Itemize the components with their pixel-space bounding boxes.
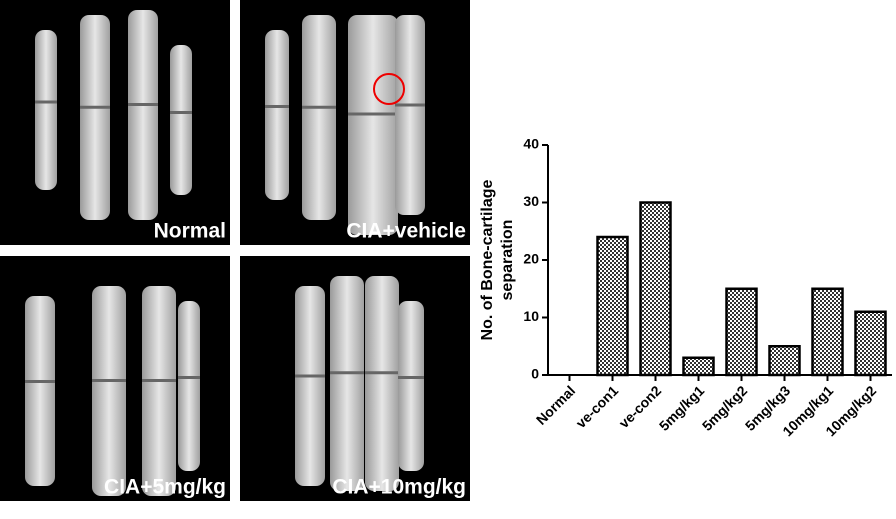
- y-tick-label: 0: [531, 366, 539, 382]
- bone: [178, 301, 200, 471]
- image-panel: [0, 0, 230, 245]
- bone: [395, 15, 425, 215]
- bone: [92, 286, 126, 496]
- bone: [265, 30, 289, 200]
- image-panels: Normal CIA+vehicle CIA+5mg/kg CIA+10mg/kg: [0, 0, 470, 501]
- bone: [25, 296, 55, 486]
- bar: [682, 356, 715, 377]
- panel-label: CIA+10mg/kg: [332, 476, 466, 499]
- bone: [128, 10, 158, 220]
- bone: [295, 286, 325, 486]
- bone: [80, 15, 110, 220]
- bone: [170, 45, 192, 195]
- bar: [854, 310, 887, 377]
- panel-label: CIA+vehicle: [346, 220, 466, 243]
- bone: [398, 301, 424, 471]
- bar: [596, 235, 629, 377]
- y-tick-label: 40: [523, 136, 539, 152]
- bone: [365, 276, 399, 491]
- y-axis-label: separation: [499, 220, 516, 301]
- highlight-circle: [373, 73, 405, 105]
- x-tick-label: 5mg/kg2: [699, 382, 751, 434]
- y-tick-label: 10: [523, 308, 539, 324]
- bar: [639, 201, 672, 377]
- bar: [811, 287, 844, 377]
- bone: [302, 15, 336, 220]
- bone: [142, 286, 176, 496]
- bar-chart: 0 10 20 30 40 No. of Bone-cartilage separation…: [479, 136, 892, 439]
- y-axis-label: No. of Bone-cartilage: [479, 179, 496, 340]
- x-tick-label: 5mg/kg1: [656, 382, 708, 434]
- x-tick-label: Normal: [533, 382, 578, 427]
- y-tick-label: 20: [523, 251, 539, 267]
- panel-label: CIA+5mg/kg: [104, 476, 226, 499]
- y-tick-label: 30: [523, 193, 539, 209]
- bone: [35, 30, 57, 190]
- panel-label: Normal: [154, 220, 226, 243]
- x-tick-label: ve-con1: [573, 382, 622, 431]
- bar: [768, 345, 801, 377]
- bone: [330, 276, 364, 491]
- bar: [725, 287, 758, 377]
- bone: [348, 15, 398, 235]
